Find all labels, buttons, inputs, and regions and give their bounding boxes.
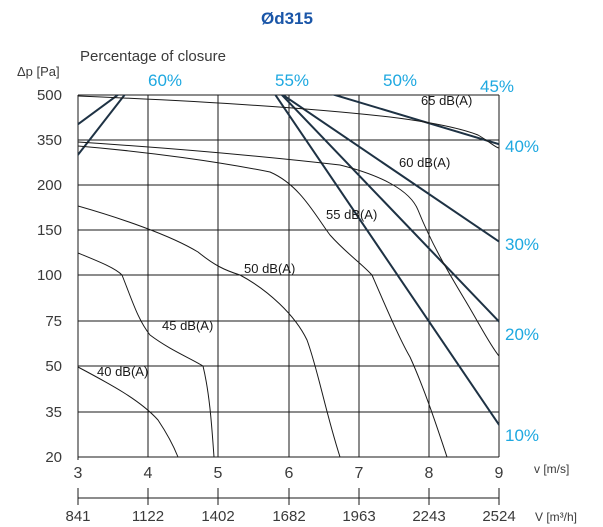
y-tick-label: 50 (45, 358, 62, 375)
y-tick-label: 35 (45, 404, 62, 421)
noise-curve-40 dB(A) (78, 366, 179, 457)
x-axis-label-velocity: v [m/s] (534, 462, 569, 476)
closure-line-55% (78, 95, 120, 126)
y-tick-label: 100 (37, 267, 62, 284)
y-tick-label: 20 (45, 449, 62, 466)
x-tick-label-velocity: 5 (214, 465, 223, 482)
closure-label: 40% (505, 137, 539, 156)
closure-label: 45% (480, 77, 514, 96)
noise-curve-50 dB(A) (78, 205, 341, 457)
x-tick-label-velocity: 9 (495, 465, 504, 482)
x-tick-label-velocity: 6 (285, 465, 294, 482)
closure-line-10% (274, 95, 499, 427)
closure-label: 10% (505, 426, 539, 445)
noise-curve-label: 60 dB(A) (399, 155, 450, 170)
noise-curves (78, 95, 499, 457)
y-axis-label: Δp [Pa] (17, 64, 60, 79)
x-tick-label-velocity: 3 (74, 465, 83, 482)
y-tick-label: 75 (45, 313, 62, 330)
closure-line-20% (280, 95, 499, 323)
chart-subtitle: Percentage of closure (80, 48, 226, 65)
grid (77, 94, 500, 458)
x-tick-label-velocity: 4 (144, 465, 153, 482)
noise-curve-60 dB(A) (78, 141, 499, 357)
noise-curve-65 dB(A) (78, 95, 499, 149)
closure-line-30% (281, 95, 499, 243)
x-tick-label-flow: 841 (65, 508, 90, 525)
chart-title: Ød315 (261, 9, 313, 28)
closure-label: 50% (383, 71, 417, 90)
x-tick-label-flow: 2243 (412, 508, 445, 525)
y-tick-label: 200 (37, 177, 62, 194)
x-tick-label-velocity: 8 (425, 465, 434, 482)
closure-label: 20% (505, 325, 539, 344)
y-tick-label: 500 (37, 87, 62, 104)
noise-curve-label: 45 dB(A) (162, 318, 213, 333)
noise-curve-45 dB(A) (78, 252, 215, 457)
x-tick-label-flow: 1122 (132, 508, 164, 525)
x-tick-label-flow: 1682 (272, 508, 305, 525)
x-tick-label-flow: 2524 (482, 508, 515, 525)
x-tick-label-flow: 1963 (342, 508, 375, 525)
closure-label: 60% (148, 71, 182, 90)
axes: 20 35 50 75 100 150 200 350 500 3 4 5 6 7 8 9 841 1122 140… (37, 87, 516, 525)
x-tick-label-flow: 1402 (201, 508, 234, 525)
labels: 60% 55% 50% 45% 40% 30% 20% 10% 40 dB(A) 45 dB(A)… (97, 71, 539, 445)
x-axis-label-flow: V [m³/h] (535, 510, 577, 524)
y-tick-label: 350 (37, 132, 62, 149)
noise-curve-label: 55 dB(A) (326, 207, 377, 222)
noise-curve-label: 40 dB(A) (97, 364, 148, 379)
noise-curve-label: 50 dB(A) (244, 261, 295, 276)
y-tick-label: 150 (37, 222, 62, 239)
closure-label: 55% (275, 71, 309, 90)
noise-curve-55 dB(A) (78, 145, 448, 457)
noise-curve-label: 65 dB(A) (421, 93, 472, 108)
closure-label: 30% (505, 235, 539, 254)
x-tick-label-velocity: 7 (355, 465, 364, 482)
